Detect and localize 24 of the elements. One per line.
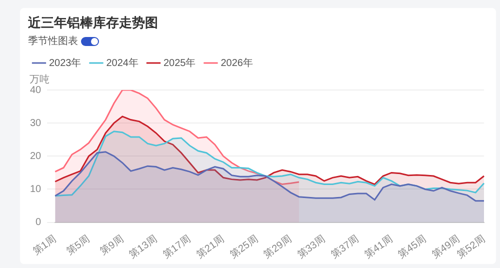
x-tick-label: 第5周 (64, 233, 92, 258)
x-tick-label: 第29周 (262, 233, 294, 261)
legend-label: 2023年 (49, 56, 82, 69)
y-tick-label: 30 (30, 118, 42, 129)
legend-label: 2025年 (163, 56, 196, 69)
x-tick-label: 第25周 (228, 233, 260, 261)
chart-title: 近三年铝棒库存走势图 (28, 14, 158, 32)
y-tick-label: 10 (30, 184, 42, 195)
x-tick-label: 第17周 (160, 233, 193, 261)
y-tick-label: 0 (36, 217, 42, 228)
legend-label: 2024年 (106, 56, 138, 69)
legend-label: 2026年 (220, 56, 253, 69)
y-axis-title: 万吨 (30, 74, 50, 86)
x-tick-label: 第41周 (362, 233, 395, 261)
x-tick-label: 第13周 (126, 233, 160, 261)
chart-subtitle: 季节性图表 (28, 34, 78, 48)
y-tick-label: 40 (30, 84, 42, 96)
x-tick-label: 第37周 (328, 233, 362, 261)
x-tick-label: 第45周 (396, 233, 428, 261)
x-tick-label: 第21周 (194, 233, 227, 261)
x-tick-label: 第33周 (295, 233, 328, 261)
x-tick-label: 第1周 (30, 233, 58, 258)
y-tick-label: 20 (30, 150, 42, 162)
x-tick-label: 第9周 (98, 233, 126, 258)
